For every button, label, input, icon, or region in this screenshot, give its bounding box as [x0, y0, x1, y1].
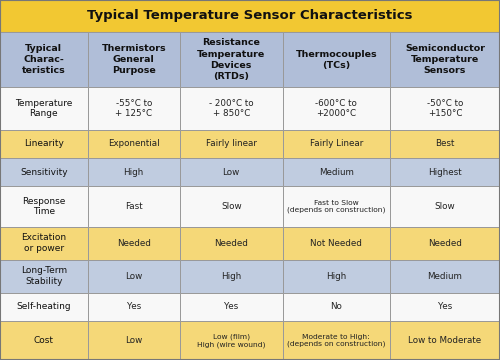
Text: Fast: Fast	[125, 202, 142, 211]
Text: Slow: Slow	[221, 202, 242, 211]
Bar	[0, 260, 88, 293]
Text: Low: Low	[222, 168, 240, 177]
Text: Semiconductor
Temperature
Sensors: Semiconductor Temperature Sensors	[405, 44, 485, 75]
Bar	[180, 87, 282, 130]
Text: Needed: Needed	[214, 239, 248, 248]
Bar	[0, 186, 88, 227]
Bar	[390, 186, 500, 227]
Text: -55°C to
+ 125°C: -55°C to + 125°C	[115, 99, 152, 118]
Bar	[282, 158, 390, 186]
Text: Self-heating: Self-heating	[16, 302, 71, 311]
Text: No: No	[330, 302, 342, 311]
Bar	[0, 87, 88, 130]
Text: Resistance
Temperature
Devices
(RTDs): Resistance Temperature Devices (RTDs)	[197, 39, 266, 81]
Text: Fairly Linear: Fairly Linear	[310, 139, 363, 148]
Text: Slow: Slow	[434, 202, 456, 211]
Text: Yes: Yes	[438, 302, 452, 311]
Bar	[88, 260, 180, 293]
Bar	[180, 293, 282, 321]
Text: Typical
Charac-
teristics: Typical Charac- teristics	[22, 44, 66, 75]
Bar	[0, 130, 88, 158]
Text: Low (film)
High (wire wound): Low (film) High (wire wound)	[197, 333, 266, 348]
Bar	[282, 321, 390, 360]
Bar	[390, 87, 500, 130]
Bar	[88, 293, 180, 321]
Bar	[390, 227, 500, 260]
Bar	[390, 158, 500, 186]
Bar	[88, 321, 180, 360]
Bar	[180, 32, 282, 87]
Text: Exponential: Exponential	[108, 139, 160, 148]
Text: Temperature
Range: Temperature Range	[15, 99, 72, 118]
Text: Fairly linear: Fairly linear	[206, 139, 257, 148]
Text: High: High	[326, 272, 346, 281]
Bar	[282, 32, 390, 87]
Bar	[88, 227, 180, 260]
Bar	[282, 293, 390, 321]
Text: Needed: Needed	[117, 239, 150, 248]
Text: Yes: Yes	[224, 302, 238, 311]
Text: Best: Best	[436, 139, 454, 148]
Text: Long-Term
Stability: Long-Term Stability	[20, 266, 67, 286]
Text: Cost: Cost	[34, 336, 54, 345]
Text: Fast to Slow
(depends on construction): Fast to Slow (depends on construction)	[287, 200, 386, 213]
Bar	[390, 293, 500, 321]
Bar	[282, 87, 390, 130]
Bar	[282, 227, 390, 260]
Bar	[180, 321, 282, 360]
Text: Not Needed: Not Needed	[310, 239, 362, 248]
Bar	[88, 87, 180, 130]
Bar	[0, 0, 500, 32]
Text: Low: Low	[125, 272, 142, 281]
Bar	[282, 186, 390, 227]
Bar	[180, 186, 282, 227]
Text: Excitation
or power: Excitation or power	[21, 233, 66, 253]
Bar	[390, 130, 500, 158]
Bar	[282, 260, 390, 293]
Bar	[390, 321, 500, 360]
Bar	[88, 158, 180, 186]
Text: -50°C to
+150°C: -50°C to +150°C	[427, 99, 463, 118]
Text: Needed: Needed	[428, 239, 462, 248]
Bar	[0, 158, 88, 186]
Bar	[0, 321, 88, 360]
Text: Sensitivity: Sensitivity	[20, 168, 68, 177]
Bar	[180, 227, 282, 260]
Text: Thermistors
General
Purpose: Thermistors General Purpose	[102, 44, 166, 75]
Text: High: High	[221, 272, 242, 281]
Bar	[0, 293, 88, 321]
Bar	[390, 32, 500, 87]
Text: Yes: Yes	[126, 302, 141, 311]
Bar	[180, 130, 282, 158]
Text: Medium: Medium	[428, 272, 462, 281]
Text: Response
Time: Response Time	[22, 197, 66, 216]
Bar	[282, 130, 390, 158]
Text: Medium: Medium	[319, 168, 354, 177]
Text: Linearity: Linearity	[24, 139, 64, 148]
Bar	[0, 227, 88, 260]
Text: Thermocouples
(TCs): Thermocouples (TCs)	[296, 50, 377, 69]
Bar	[88, 130, 180, 158]
Text: - 200°C to
+ 850°C: - 200°C to + 850°C	[209, 99, 254, 118]
Text: High: High	[124, 168, 144, 177]
Bar	[88, 186, 180, 227]
Bar	[390, 260, 500, 293]
Bar	[0, 32, 88, 87]
Text: Highest: Highest	[428, 168, 462, 177]
Text: Low: Low	[125, 336, 142, 345]
Bar	[180, 158, 282, 186]
Text: -600°C to
+2000°C: -600°C to +2000°C	[316, 99, 357, 118]
Text: Typical Temperature Sensor Characteristics: Typical Temperature Sensor Characteristi…	[88, 9, 413, 22]
Text: Low to Moderate: Low to Moderate	[408, 336, 482, 345]
Text: Moderate to High:
(depends on construction): Moderate to High: (depends on constructi…	[287, 334, 386, 347]
Bar	[180, 260, 282, 293]
Bar	[88, 32, 180, 87]
